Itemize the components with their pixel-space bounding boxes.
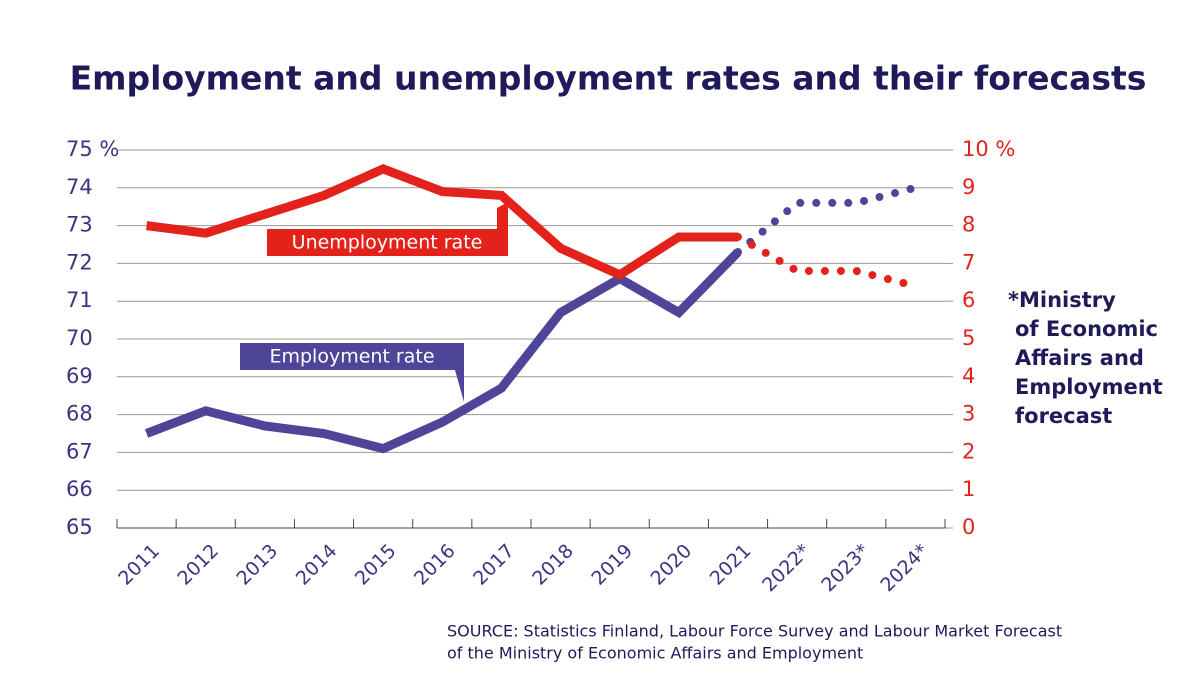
x-tick-label: 2019 [587,540,637,590]
y2-tick-label: 1 [962,477,975,501]
source-line: SOURCE: Statistics Finland, Labour Force… [447,622,1062,641]
y-tick-label: 73 [66,213,93,237]
employment-label-box [240,343,464,402]
x-tick-label: 2021 [706,540,756,590]
chart-title: Employment and unemployment rates and th… [70,59,1147,98]
note-line: of Economic [1015,317,1158,341]
note-line: forecast [1015,404,1112,428]
unemployment-label: Unemployment rate [292,232,483,254]
y2-tick-label: 3 [962,402,975,426]
x-tick-label: 2011 [114,540,164,590]
y-tick-label: 71 [66,288,93,312]
source-line: of the Ministry of Economic Affairs and … [447,644,863,663]
x-tick-label: 2012 [173,540,223,590]
forecast-line [734,232,920,291]
y-tick-label: 67 [66,439,93,463]
unemployment-label-box [267,202,508,256]
y-tick-label: 69 [66,364,93,388]
series-line [144,248,742,454]
y-tick-label: 75 % [66,137,119,161]
y2-tick-label: 5 [962,326,975,350]
y-tick-label: 70 [66,326,93,350]
x-tick-label: 2013 [233,540,283,590]
employment-label: Employment rate [269,346,434,368]
y2-tick-label: 4 [962,364,975,388]
note-line: *Ministry [1008,288,1116,312]
note: *Ministry of Economic Affairs and Employmen… [1008,288,1163,428]
x-tick-label: 2017 [469,540,519,590]
note-line: Affairs and [1015,346,1144,370]
y-tick-label: 66 [66,477,93,501]
x-tick-label: 2014 [292,540,342,590]
x-tick-label: 2016 [410,540,460,590]
y-tick-label: 68 [66,402,93,426]
x-tick-label: 2020 [647,540,697,590]
x-tick-label: 2015 [351,540,401,590]
y2-tick-label: 10 % [962,137,1015,161]
y2-tick-label: 8 [962,213,975,237]
x-tick-label: 2024* [876,540,932,596]
y2-tick-label: 9 [962,175,975,199]
x-tick-label: 2022* [758,540,814,596]
source: SOURCE: Statistics Finland, Labour Force… [447,622,1062,663]
y2-tick-label: 6 [962,288,975,312]
y-tick-label: 72 [66,250,93,274]
x-tick-label: 2023* [817,540,873,596]
y2-tick-label: 0 [962,515,975,539]
note-line: Employment [1015,375,1163,399]
forecast-line [734,183,920,257]
x-tick-label: 2018 [528,540,578,590]
y-tick-label: 74 [66,175,93,199]
y2-tick-label: 7 [962,250,975,274]
y2-tick-label: 2 [962,439,975,463]
y-tick-label: 65 [66,515,93,539]
series-line [146,164,738,280]
